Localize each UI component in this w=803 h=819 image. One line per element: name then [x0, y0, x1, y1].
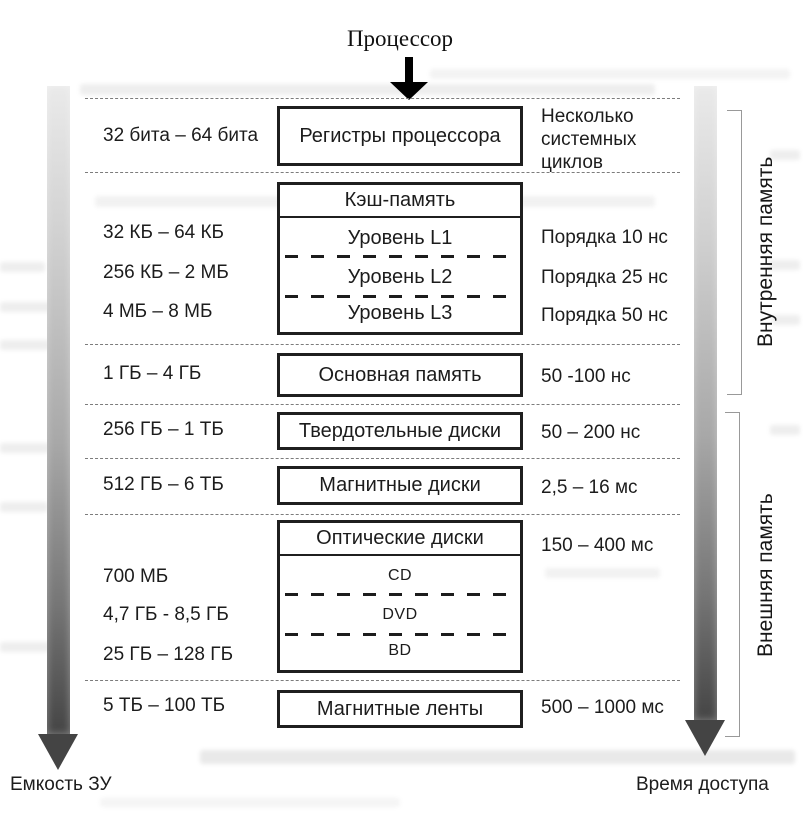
row-separator — [85, 172, 680, 173]
processor-label: Процессор — [346, 26, 454, 51]
cache-header: Кэш-память — [280, 185, 520, 218]
scan-bleed-artifact — [772, 315, 800, 325]
scan-bleed-artifact — [200, 750, 795, 764]
cache-l1-capacity: 32 КБ – 64 КБ — [103, 222, 225, 243]
cache-l2-capacity: 256 КБ – 2 МБ — [103, 262, 229, 283]
main-memory-box: Основная память — [277, 353, 523, 397]
scan-bleed-artifact — [80, 84, 655, 95]
scan-bleed-artifact — [0, 502, 48, 512]
optical-cd: CD — [387, 567, 413, 584]
tapes-time: 500 – 1000 мс — [541, 697, 664, 718]
dvd-capacity: 4,7 ГБ - 8,5 ГБ — [103, 604, 229, 625]
registers-capacity: 32 бита – 64 бита — [103, 125, 259, 146]
cache-level-l2: Уровень L2 — [347, 265, 453, 288]
hdd-capacity: 512 ГБ – 6 ТБ — [103, 474, 224, 495]
cache-l1-time: Порядка 10 нс — [541, 227, 668, 248]
cd-capacity: 700 МБ — [103, 566, 169, 587]
internal-memory-bracket — [727, 110, 742, 395]
optical-separator — [285, 593, 515, 596]
optical-time: 150 – 400 мс — [541, 535, 654, 556]
row-separator — [85, 458, 680, 459]
optical-dvd: DVD — [382, 606, 418, 623]
scan-bleed-artifact — [100, 798, 400, 807]
scan-bleed-artifact — [0, 262, 45, 272]
external-memory-label: Внешняя память — [754, 493, 777, 657]
optical-box: Оптические диски CD DVD BD — [277, 520, 523, 673]
scan-bleed-artifact — [770, 150, 800, 160]
scan-bleed-artifact — [0, 340, 50, 350]
internal-memory-label: Внутренняя память — [754, 156, 777, 348]
row-separator — [85, 98, 680, 99]
capacity-arrow-icon — [47, 86, 70, 734]
ssd-capacity: 256 ГБ – 1 ТБ — [103, 419, 224, 440]
ssd-box-label: Твердотельные диски — [298, 419, 502, 442]
cache-level-separator — [285, 255, 515, 258]
main-memory-time: 50 -100 нс — [541, 366, 631, 387]
scan-bleed-artifact — [768, 260, 800, 270]
capacity-axis-label: Емкость ЗУ — [10, 774, 112, 795]
hdd-box: Магнитные диски — [277, 466, 523, 505]
scan-bleed-artifact — [0, 302, 55, 312]
scan-bleed-artifact — [545, 568, 660, 578]
access-time-arrow-icon — [694, 86, 717, 720]
tapes-capacity: 5 ТБ – 100 ТБ — [103, 695, 226, 716]
main-memory-capacity: 1 ГБ – 4 ГБ — [103, 363, 202, 384]
row-separator — [85, 680, 680, 681]
processor-arrowhead-icon — [390, 82, 428, 100]
cache-level-separator — [285, 295, 515, 298]
ssd-box: Твердотельные диски — [277, 412, 523, 450]
hdd-time: 2,5 – 16 мс — [541, 477, 638, 498]
cache-level-l3: Уровень L3 — [347, 301, 453, 324]
cache-l3-capacity: 4 МБ – 8 МБ — [103, 301, 213, 322]
registers-time: Несколько системных циклов — [541, 106, 637, 173]
optical-separator — [285, 633, 515, 636]
bd-capacity: 25 ГБ – 128 ГБ — [103, 644, 234, 665]
scan-bleed-artifact — [430, 69, 790, 79]
registers-box: Регистры процессора — [277, 106, 523, 166]
row-separator — [85, 344, 680, 345]
row-separator — [85, 404, 680, 405]
processor-arrow-icon — [405, 57, 413, 84]
cache-l2-time: Порядка 25 нс — [541, 267, 668, 288]
tapes-box: Магнитные ленты — [277, 690, 523, 728]
optical-bd: BD — [388, 642, 412, 659]
scan-bleed-artifact — [0, 443, 50, 453]
main-memory-box-label: Основная память — [318, 363, 482, 386]
capacity-arrowhead-icon — [38, 734, 78, 770]
ssd-time: 50 – 200 нс — [541, 422, 641, 443]
access-time-axis-label: Время доступа — [636, 774, 769, 795]
cache-box: Кэш-память Уровень L1 Уровень L2 Уровень… — [277, 182, 523, 335]
scan-bleed-artifact — [770, 425, 800, 435]
access-time-arrowhead-icon — [685, 720, 725, 756]
hdd-box-label: Магнитные диски — [319, 474, 481, 496]
row-separator — [85, 514, 680, 515]
registers-box-label: Регистры процессора — [299, 124, 501, 147]
external-memory-bracket — [725, 412, 740, 737]
tapes-box-label: Магнитные ленты — [316, 697, 484, 720]
optical-header: Оптические диски — [280, 523, 520, 556]
cache-l3-time: Порядка 50 нс — [541, 305, 668, 326]
scan-bleed-artifact — [0, 642, 50, 652]
cache-level-l1: Уровень L1 — [347, 226, 453, 249]
